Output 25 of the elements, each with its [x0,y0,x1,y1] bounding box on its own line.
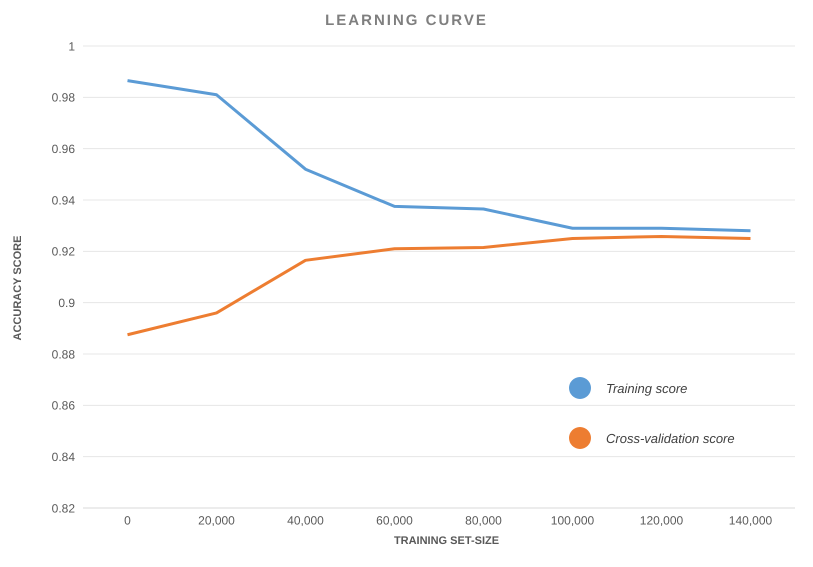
x-axis-title: TRAINING SET-SIZE [392,535,500,547]
line-series [126,79,752,232]
y-tick-label: 0.9 [58,296,76,310]
x-tick-label: 40,000 [287,514,324,528]
x-tick-label: 60,000 [376,514,414,528]
x-tick-label: 120,000 [640,514,684,528]
x-tick-label: 140,000 [728,514,773,528]
chart-title: LEARNING CURVE [324,12,489,29]
y-tick-label: 0.98 [52,90,76,105]
line-series [126,234,752,336]
y-tick-label: 0.86 [52,398,76,413]
legend-label: Cross-validation score [606,430,735,446]
x-tick-label: 80,000 [465,514,502,528]
y-axis-title: ACCURACY SCORE [12,236,24,340]
legend-label: Training score [606,380,688,396]
y-tick-label: 0.92 [52,244,76,259]
y-tick-label: 0.94 [52,193,76,208]
x-tick-label: 20,000 [198,514,236,528]
y-tick-label: 0.96 [52,142,76,156]
y-tick-label: 0.84 [52,450,76,464]
y-tick-label: 1 [68,39,76,54]
x-tick-label: 0 [124,514,132,528]
y-tick-label: 0.82 [52,501,76,516]
y-tick-label: 0.88 [52,347,76,362]
x-tick-label: 100,000 [550,514,595,528]
